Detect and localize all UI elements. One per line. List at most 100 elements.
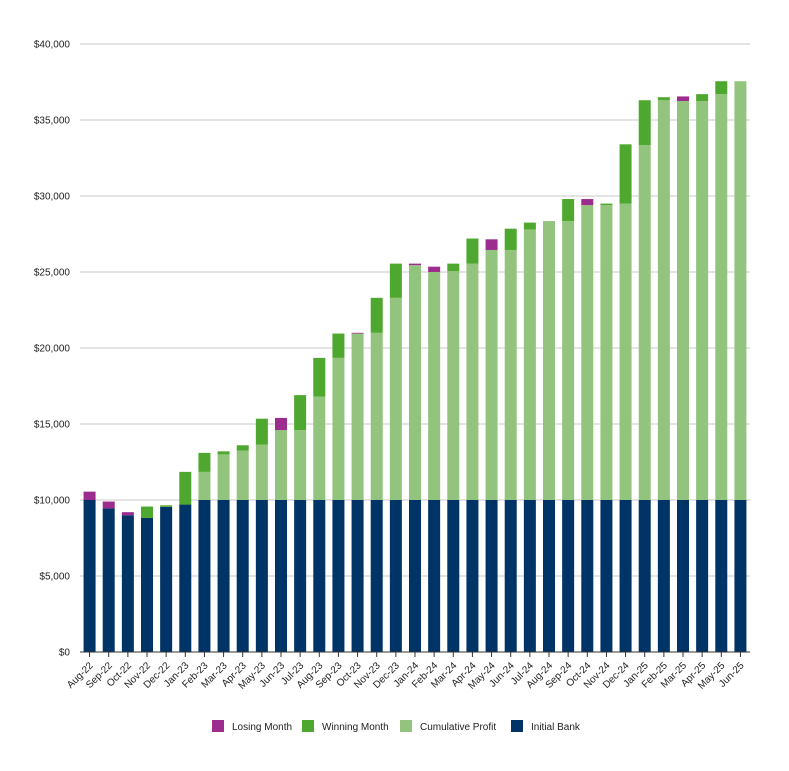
bar-initial-bank — [619, 500, 632, 652]
bar-winning-month — [466, 238, 479, 264]
bar-winning-month — [236, 445, 249, 451]
bar-initial-bank — [217, 500, 230, 652]
bar-initial-bank — [351, 500, 364, 652]
bar-initial-bank — [715, 500, 728, 652]
bar-initial-bank — [332, 500, 345, 652]
bar-winning-month — [638, 100, 651, 146]
y-tick-label: $25,000 — [34, 268, 71, 279]
bar-initial-bank — [255, 500, 268, 652]
bars — [83, 81, 747, 652]
bar-winning-month — [447, 263, 460, 272]
bar-initial-bank — [485, 500, 498, 652]
bar-initial-bank — [504, 500, 517, 652]
bar-cumulative-profit — [562, 221, 575, 500]
bar-winning-month — [504, 228, 517, 250]
bar-cumulative-profit — [332, 357, 345, 500]
legend-label: Initial Bank — [531, 722, 581, 733]
bar-losing-month — [121, 512, 134, 516]
bar-losing-month — [485, 239, 498, 250]
bar-initial-bank — [734, 500, 747, 652]
bar-initial-bank — [523, 500, 536, 652]
y-tick-label: $35,000 — [34, 116, 71, 127]
bar-cumulative-profit — [370, 332, 383, 500]
bar-cumulative-profit — [294, 430, 307, 500]
bar-cumulative-profit — [275, 430, 287, 500]
bar-winning-month — [141, 506, 153, 518]
bar-cumulative-profit — [715, 94, 728, 500]
bar-cumulative-profit — [600, 205, 613, 500]
bar-cumulative-profit — [198, 471, 211, 500]
bar-cumulative-profit — [485, 249, 498, 500]
legend-swatch — [511, 720, 523, 732]
bar-initial-bank — [236, 500, 249, 652]
bar-winning-month — [389, 263, 402, 298]
bar-cumulative-profit — [696, 101, 709, 500]
bar-cumulative-profit — [543, 221, 555, 500]
bar-cumulative-profit — [677, 101, 689, 500]
bar-winning-month — [198, 452, 211, 472]
legend-label: Cumulative Profit — [420, 722, 496, 733]
y-tick-label: $40,000 — [34, 40, 71, 51]
bar-initial-bank — [677, 500, 689, 652]
bar-cumulative-profit — [236, 450, 249, 500]
bar-initial-bank — [466, 500, 479, 652]
bar-initial-bank — [409, 500, 421, 652]
bar-winning-month — [255, 418, 268, 445]
bar-winning-month — [160, 505, 173, 507]
bar-initial-bank — [102, 508, 115, 652]
bar-winning-month — [600, 203, 613, 206]
bar-initial-bank — [638, 500, 651, 652]
bar-initial-bank — [562, 500, 575, 652]
bar-initial-bank — [389, 500, 402, 652]
bar-losing-month — [428, 266, 441, 272]
bar-initial-bank — [600, 500, 613, 652]
bar-cumulative-profit — [466, 263, 479, 500]
legend-swatch — [400, 720, 412, 732]
bar-losing-month — [677, 96, 689, 101]
bar-cumulative-profit — [504, 249, 517, 500]
bar-losing-month — [102, 501, 115, 509]
legend-label: Losing Month — [232, 722, 292, 733]
bar-cumulative-profit — [638, 145, 651, 500]
bar-winning-month — [294, 395, 307, 431]
bar-winning-month — [562, 199, 575, 222]
bar-winning-month — [619, 144, 632, 204]
y-tick-label: $30,000 — [34, 192, 71, 203]
bar-winning-month — [696, 94, 709, 101]
y-tick-label: $5,000 — [39, 572, 70, 583]
bar-initial-bank — [696, 500, 709, 652]
bar-cumulative-profit — [217, 454, 230, 500]
bar-initial-bank — [83, 500, 96, 652]
bar-initial-bank — [313, 500, 326, 652]
bar-winning-month — [313, 357, 326, 397]
bar-winning-month — [332, 333, 345, 358]
bar-losing-month — [275, 417, 287, 431]
bar-initial-bank — [447, 500, 460, 652]
bar-cumulative-profit — [447, 271, 460, 500]
bar-cumulative-profit — [255, 444, 268, 500]
bar-initial-bank — [121, 515, 134, 652]
legend-label: Winning Month — [322, 722, 389, 733]
legend: Losing Month Winning Month Cumulative Prof… — [212, 720, 581, 733]
bar-cumulative-profit — [734, 81, 747, 501]
y-tick-label: $0 — [59, 648, 71, 659]
bar-cumulative-profit — [581, 205, 594, 500]
bar-losing-month — [581, 199, 594, 206]
bar-initial-bank — [198, 500, 211, 652]
bar-cumulative-profit — [619, 203, 632, 500]
bar-losing-month — [83, 491, 96, 500]
bar-cumulative-profit — [428, 272, 441, 500]
bar-cumulative-profit — [523, 229, 536, 500]
bar-winning-month — [715, 81, 728, 95]
bar-cumulative-profit — [657, 100, 670, 501]
legend-swatch — [212, 720, 224, 732]
bar-initial-bank — [428, 500, 441, 652]
y-tick-label: $10,000 — [34, 496, 71, 507]
bar-initial-bank — [294, 500, 307, 652]
bar-cumulative-profit — [409, 265, 421, 500]
bar-cumulative-profit — [389, 297, 402, 500]
bar-initial-bank — [657, 500, 670, 652]
bar-initial-bank — [179, 504, 192, 652]
bar-losing-month — [409, 263, 421, 266]
